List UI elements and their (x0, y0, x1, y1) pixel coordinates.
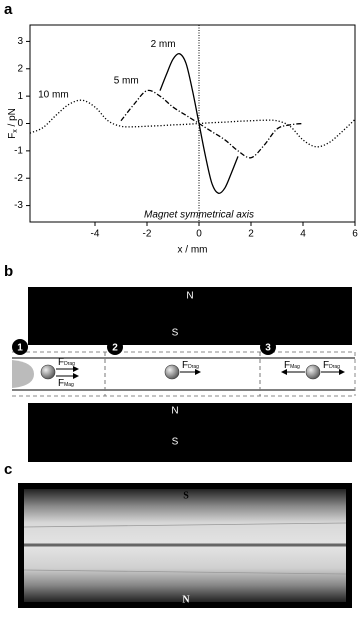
crack (23, 569, 347, 575)
x-tick-label: -2 (143, 229, 152, 240)
pole-label: N (171, 406, 178, 417)
step-badge: 3 (260, 339, 276, 355)
pole-label: S (172, 328, 179, 339)
text-part: F (323, 360, 329, 371)
text-part: F (7, 133, 18, 139)
step-number: 1 (17, 343, 23, 354)
text-part: F (182, 360, 188, 371)
axis-annotation: Magnet symmetrical axis (144, 210, 254, 221)
chart: -4 -2 0 2 4 6 -3 -2 -1 0 1 2 3 x / mm Fx / pN Magnet sy… (7, 24, 358, 256)
y-tick-label: -2 (14, 173, 23, 184)
panel-label: a (4, 1, 13, 18)
magnet (28, 403, 352, 462)
x-tick-label: 6 (352, 229, 358, 240)
y-tick-label: -3 (14, 200, 23, 211)
text-part: x (12, 129, 19, 133)
text-part: Drag (188, 364, 199, 370)
y-tick-label: 2 (17, 63, 23, 74)
bead (40, 364, 56, 380)
x-tick-label: 0 (196, 229, 202, 240)
y-tick-label: 3 (17, 36, 23, 47)
text-part: F (284, 360, 290, 371)
text-part: F (58, 378, 64, 389)
series-label: 5 mm (114, 76, 139, 87)
text-part: Drag (329, 364, 340, 370)
step-number: 3 (265, 343, 271, 354)
photo: S N (18, 483, 352, 608)
bead (305, 364, 321, 380)
text-part: / pN (7, 108, 18, 129)
force-label: FMag (284, 360, 300, 371)
panel-label: b (4, 263, 13, 280)
text-part: Drag (64, 361, 75, 367)
text-part: Mag (64, 382, 74, 388)
force-label: FMag (58, 378, 74, 389)
step-badge: 2 (107, 339, 123, 355)
y-tick-label: 0 (17, 118, 23, 129)
fluid-front (12, 360, 34, 388)
magnet (28, 287, 352, 345)
x-tick-label: 4 (300, 229, 306, 240)
step-number: 2 (112, 343, 118, 354)
pole-label: N (186, 291, 193, 302)
y-tick-label: -1 (14, 146, 23, 157)
pole-label: S (172, 437, 179, 448)
series-label: 2 mm (151, 39, 176, 50)
series-label: 10 mm (38, 89, 69, 100)
panel-label: c (4, 461, 12, 478)
x-tick-label: -4 (91, 229, 100, 240)
step-badge: 1 (12, 339, 28, 355)
bead (164, 364, 180, 380)
force-label: FDrag (182, 360, 199, 371)
series-line (120, 89, 304, 159)
text-part: Mag (290, 364, 300, 370)
force-label: FDrag (323, 360, 340, 371)
series-line (29, 99, 356, 148)
pole-label: N (182, 594, 190, 605)
pole-label: S (183, 490, 189, 501)
y-tick-label: 1 (17, 91, 23, 102)
series-line (159, 52, 239, 195)
text-part: F (58, 357, 64, 368)
force-label: FDrag (58, 357, 75, 368)
x-tick-label: 2 (248, 229, 254, 240)
y-axis-label: Fx / pN (7, 108, 19, 139)
crack (23, 522, 347, 528)
x-axis-label: x / mm (178, 245, 208, 256)
